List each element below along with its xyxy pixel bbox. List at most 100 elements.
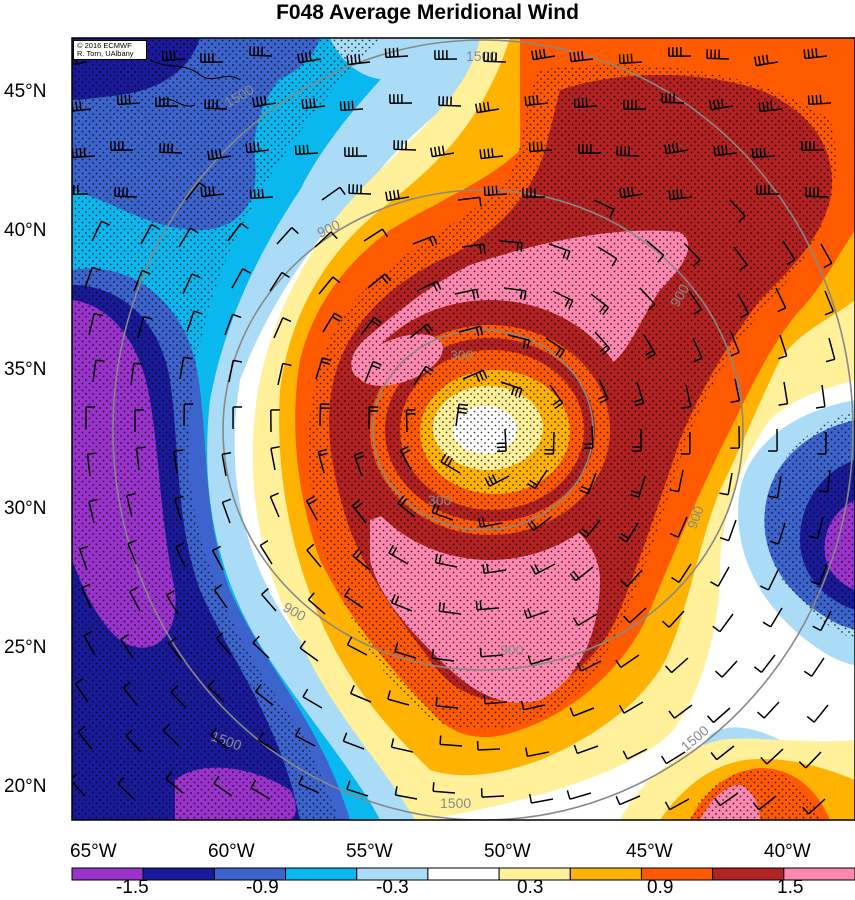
wind-barb: [578, 144, 602, 155]
wind-barb: [301, 98, 326, 110]
wind-barb: [751, 147, 776, 159]
wind-barb: [314, 231, 338, 248]
wind-barb: [618, 53, 643, 65]
wind-barb: [458, 325, 484, 337]
wind-barb: [572, 613, 598, 627]
wind-barb: [133, 269, 151, 292]
wind-barb: [307, 592, 326, 615]
wind-barb: [820, 243, 833, 269]
wind-barb: [812, 610, 832, 632]
wind-barb: [730, 378, 741, 404]
wind-barb: [78, 545, 89, 571]
wind-barb: [825, 337, 836, 363]
wind-barb: [714, 792, 739, 807]
wind-barb: [339, 100, 364, 112]
colorbar-swatch: [285, 867, 358, 881]
wind-barb: [302, 688, 323, 709]
wind-barb: [503, 287, 527, 300]
wind-barb: [368, 406, 379, 430]
wind-barb: [110, 141, 134, 152]
stipple-west: [72, 38, 380, 820]
wind-barb: [273, 317, 292, 339]
wind-barb: [232, 406, 243, 430]
lat-tick-45n: 45°N: [4, 81, 46, 102]
wind-barb: [224, 313, 242, 336]
wind-barb: [619, 186, 644, 199]
longitude-axis: 65°W 60°W 55°W 50°W 45°W 40°W: [70, 841, 811, 862]
ring-label-900-s: 900: [500, 642, 524, 658]
credit-line-ecmwf: © 2016 ECMWF: [77, 41, 132, 50]
wind-barb: [200, 186, 225, 198]
wind-barb: [367, 273, 392, 289]
wind-barb: [527, 469, 548, 490]
wind-barb: [170, 685, 187, 709]
colorbar-swatch: [569, 867, 642, 881]
wind-barb: [83, 630, 96, 656]
wind-barb: [523, 608, 549, 619]
wind-barb: [681, 384, 692, 410]
wind-barbs: [72, 46, 836, 815]
range-rings: [112, 39, 854, 820]
wind-barb: [351, 499, 367, 524]
wind-barb: [183, 403, 194, 427]
wind-barb: [344, 587, 364, 609]
wind-barb: [810, 563, 828, 586]
wind-barb: [552, 290, 574, 310]
lon-tick-55w: 55°W: [346, 841, 393, 862]
colorbar: [71, 867, 855, 881]
wind-barb: [162, 723, 180, 747]
wind-barb: [182, 273, 201, 295]
wind-barb: [713, 145, 738, 157]
wind-barb: [803, 48, 828, 60]
wind-barb: [413, 365, 434, 386]
lon-tick-65w: 65°W: [70, 841, 117, 862]
wind-barb: [298, 775, 320, 794]
wind-barb: [668, 189, 693, 201]
wind-barb: [166, 589, 179, 615]
wind-barb: [179, 356, 193, 380]
wind-barb: [72, 185, 89, 195]
wind-barb: [346, 780, 369, 797]
wind-barb: [161, 50, 186, 62]
wind-barb: [807, 94, 832, 106]
wind-barb: [200, 53, 224, 64]
wind-barb: [729, 199, 746, 223]
lon-tick-60w: 60°W: [208, 841, 255, 862]
credit-box: © 2016 ECMWF R. Torn, UAlbany: [73, 40, 147, 60]
wind-barb: [416, 280, 442, 292]
wind-barb: [210, 727, 229, 750]
wind-barb: [116, 94, 141, 106]
lon-tick-50w: 50°W: [484, 841, 531, 862]
wind-barb: [342, 732, 365, 750]
wind-barb: [528, 793, 554, 804]
wind-barb: [168, 637, 183, 662]
wind-barb: [346, 636, 368, 656]
wind-barb: [706, 707, 731, 724]
wind-barb: [438, 602, 462, 615]
wind-barb: [802, 798, 826, 815]
wind-barb: [431, 649, 455, 662]
wind-barb: [178, 227, 199, 248]
wind-barb: [753, 654, 776, 673]
wind-barb: [159, 143, 183, 154]
wind-barb: [590, 293, 609, 316]
wind-barb: [135, 446, 146, 471]
wind-barb: [479, 148, 504, 160]
wind-barb: [668, 47, 692, 58]
wind-barb: [92, 359, 105, 383]
cb-label-1.5: 1.5: [777, 877, 803, 898]
wind-barb: [639, 287, 656, 311]
wind-barb: [245, 142, 270, 154]
ring-label-300-n: 300: [450, 347, 474, 363]
wind-barb: [475, 101, 500, 114]
wind-barb: [399, 445, 412, 471]
wind-barb: [805, 187, 829, 198]
wind-barb: [578, 519, 601, 538]
wind-barb: [524, 95, 549, 107]
wind-barb: [462, 369, 488, 382]
wind-barb: [299, 640, 319, 662]
wind-barb: [633, 381, 645, 407]
wind-barb: [545, 337, 565, 359]
wind-barb: [127, 539, 137, 565]
wind-barb: [660, 751, 686, 765]
